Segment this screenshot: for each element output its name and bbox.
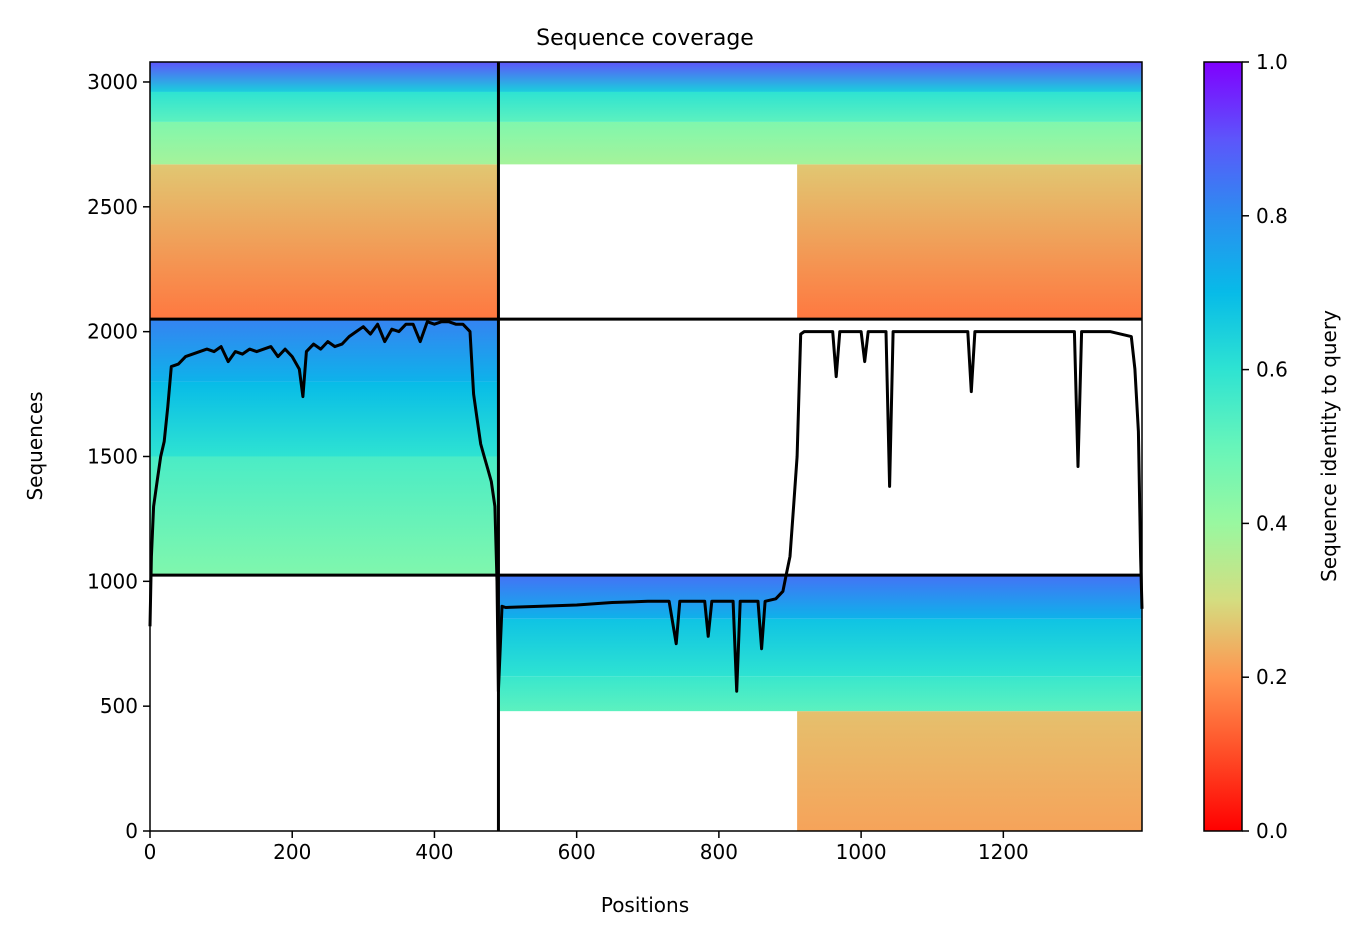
x-tick-label: 0 [144, 840, 157, 864]
x-tick-label: 1000 [836, 840, 887, 864]
x-tick-label: 1200 [978, 840, 1029, 864]
identity-band [498, 121, 1142, 165]
colorbar-tick-label: 0.6 [1256, 358, 1288, 382]
group-middle-left [150, 319, 499, 576]
identity-band [150, 91, 499, 122]
colorbar-tick-label: 0.2 [1256, 665, 1288, 689]
identity-band [797, 164, 1142, 320]
colorbar-tick-label: 0.0 [1256, 819, 1288, 843]
y-tick-label: 1000 [87, 569, 138, 593]
y-axis-label: Sequences [23, 391, 47, 500]
y-tick-label: 2000 [87, 320, 138, 344]
identity-band [498, 575, 1142, 619]
x-tick-label: 800 [700, 840, 738, 864]
x-tick-label: 200 [273, 840, 311, 864]
colorbar-label: Sequence identity to query [1317, 310, 1341, 582]
x-axis-label: Positions [601, 893, 689, 917]
identity-band [498, 91, 1142, 122]
identity-band [498, 62, 1142, 92]
colorbar-tick-label: 0.8 [1256, 204, 1288, 228]
y-tick-label: 3000 [87, 70, 138, 94]
identity-band [498, 676, 1142, 712]
colorbar-scale [1203, 61, 1243, 832]
y-tick-label: 0 [125, 819, 138, 843]
x-tick-label: 400 [415, 840, 453, 864]
colorbar-tick-label: 1.0 [1256, 50, 1288, 74]
y-tick-label: 1500 [87, 444, 138, 468]
identity-band [150, 456, 499, 576]
y-tick-label: 500 [100, 694, 138, 718]
x-axis: 0 200 400 600 800 1000 1200 [144, 831, 1029, 864]
group-top-right [498, 62, 1142, 320]
identity-band [498, 618, 1142, 677]
coverage-line [148, 320, 1144, 693]
y-tick-label: 2500 [87, 195, 138, 219]
identity-band [150, 121, 499, 165]
plot-area [148, 61, 1144, 832]
identity-band [150, 381, 499, 457]
identity-band [797, 711, 1142, 831]
x-tick-label: 600 [558, 840, 596, 864]
group-bottom-right [498, 575, 1142, 831]
y-axis: 0 500 1000 1500 2000 2500 3000 [87, 70, 150, 843]
chart-title: Sequence coverage [536, 26, 754, 51]
colorbar: 0.0 0.2 0.4 0.6 0.8 1.0 [1203, 50, 1288, 843]
colorbar-tick-label: 0.4 [1256, 511, 1288, 535]
group-top-left [150, 62, 499, 320]
plot-frame [149, 61, 1143, 832]
identity-band [150, 62, 499, 92]
identity-band [150, 164, 499, 320]
